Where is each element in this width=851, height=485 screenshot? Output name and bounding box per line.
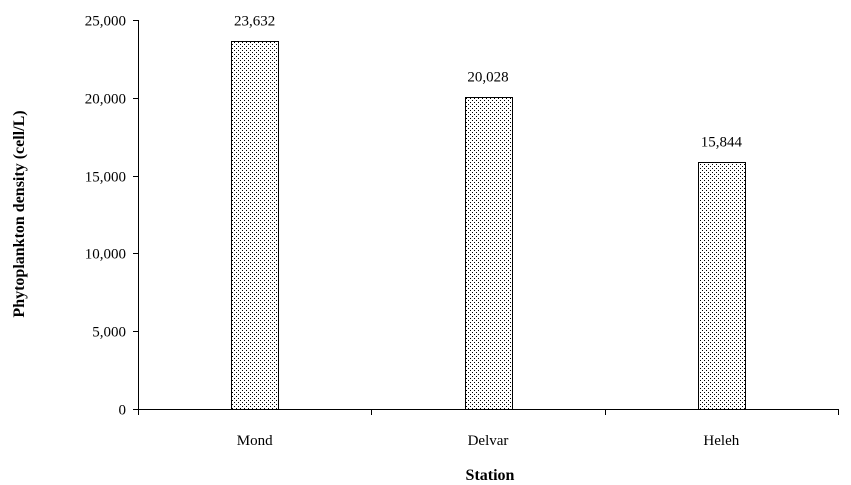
labels: 23,632 Mond 20,028 Delvar 15,844 Heleh 0 5,000 1…: [85, 13, 743, 449]
y-tick-label: 15,000: [85, 170, 126, 186]
y-tick-label: 20,000: [85, 92, 126, 108]
bar-heleh: [698, 162, 746, 410]
data-label-delvar: 20,028: [467, 69, 508, 85]
bars: [231, 41, 746, 410]
x-tick-label-delvar: Delvar: [468, 433, 509, 449]
x-axis-title: Station: [466, 467, 515, 484]
bar-delvar: [465, 97, 513, 410]
data-label-mond: 23,632: [234, 13, 275, 29]
y-tick-label: 10,000: [85, 247, 126, 263]
y-tick-label: 0: [119, 403, 127, 419]
y-axis-title: Phytoplankton density (cell/L): [11, 110, 28, 317]
y-tick-label: 5,000: [92, 325, 126, 341]
bar-mond: [231, 41, 279, 410]
x-tick-label-heleh: Heleh: [703, 433, 739, 449]
data-label-heleh: 15,844: [701, 134, 743, 150]
axes: [133, 20, 839, 415]
y-tick-label: 25,000: [85, 14, 126, 30]
x-tick-label-mond: Mond: [237, 433, 273, 449]
